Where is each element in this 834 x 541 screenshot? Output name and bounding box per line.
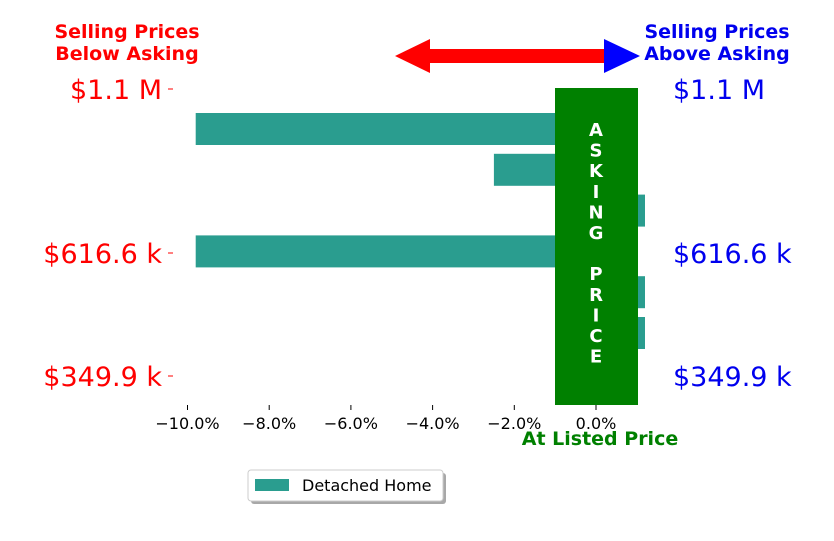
asking-letter: I xyxy=(593,182,600,203)
asking-letter: K xyxy=(589,161,604,182)
asking-letter: S xyxy=(590,141,603,162)
asking-letter: I xyxy=(593,305,600,326)
arrow-head-right xyxy=(604,39,640,73)
left-price-label-1: $1.1 M xyxy=(70,75,162,106)
legend-swatch xyxy=(255,479,289,491)
legend-label: Detached Home xyxy=(302,476,432,495)
x-tick-label: −10.0% xyxy=(155,414,219,433)
title-below-line2: Below Asking xyxy=(55,43,198,65)
asking-letter: P xyxy=(589,264,602,285)
asking-letter: N xyxy=(588,202,603,223)
asking-letter: E xyxy=(590,347,602,368)
x-axis: −10.0% −8.0% −6.0% −4.0% −2.0% 0.0% xyxy=(155,405,616,433)
x-tick-label: −6.0% xyxy=(324,414,378,433)
legend[interactable]: Detached Home xyxy=(247,469,446,504)
asking-letter: R xyxy=(589,285,603,306)
title-above-line1: Selling Prices xyxy=(644,21,789,43)
asking-price-band xyxy=(555,88,638,405)
left-price-label-3: $349.9 k xyxy=(43,362,162,393)
arrow-shaft xyxy=(428,49,610,63)
arrow-head-left xyxy=(395,39,430,73)
asking-letter: G xyxy=(589,223,604,244)
title-above-line2: Above Asking xyxy=(644,43,790,65)
right-price-label-3: $349.9 k xyxy=(673,362,792,393)
x-tick-label: −4.0% xyxy=(406,414,460,433)
right-price-label-1: $1.1 M xyxy=(673,75,765,106)
asking-letter: C xyxy=(589,326,602,347)
asking-letter: A xyxy=(589,120,603,141)
left-price-label-2: $616.6 k xyxy=(43,239,162,270)
x-tick-label: −2.0% xyxy=(487,414,541,433)
legend-box xyxy=(247,469,444,502)
direction-arrow xyxy=(395,39,640,73)
x-tick-label: 0.0% xyxy=(576,414,617,433)
right-price-label-2: $616.6 k xyxy=(673,239,792,270)
title-below-line1: Selling Prices xyxy=(54,21,199,43)
bar-4 xyxy=(195,235,596,268)
x-tick-label: −8.0% xyxy=(242,414,296,433)
x-axis-label: At Listed Price xyxy=(522,428,678,450)
bar-1 xyxy=(195,113,596,145)
